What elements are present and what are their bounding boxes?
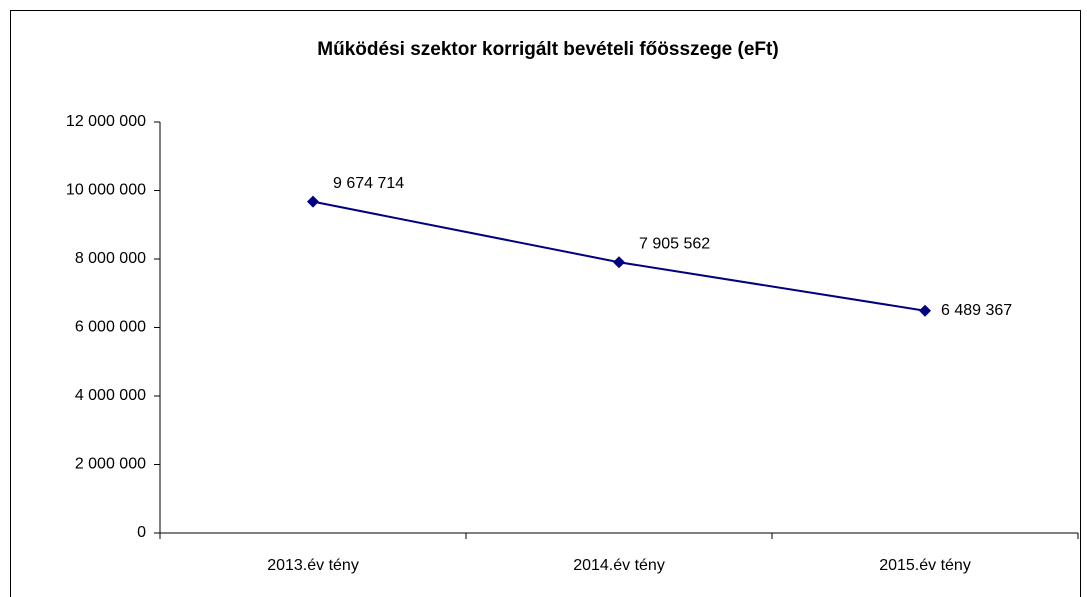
- y-tick-label: 12 000 000: [66, 113, 146, 130]
- x-tick-label: 2015.év tény: [879, 557, 971, 574]
- data-label: 6 489 367: [941, 302, 1012, 319]
- y-tick-label: 8 000 000: [75, 250, 146, 267]
- marker: [919, 304, 931, 317]
- x-tick-label: 2013.év tény: [267, 557, 359, 574]
- chart-border: [10, 10, 1081, 597]
- line: [312, 200, 926, 312]
- x-tick-label: 2014.év tény: [573, 557, 665, 574]
- y-tick-label: 0: [137, 524, 146, 541]
- y-tick-label: 6 000 000: [75, 319, 146, 336]
- data-label: 9 674 714: [333, 175, 404, 192]
- chart-title: Működési szektor korrigált bevételi főös…: [317, 39, 778, 60]
- marker: [613, 256, 625, 269]
- data-label: 7 905 562: [639, 235, 710, 252]
- y-tick-label: 2 000 000: [75, 456, 146, 473]
- marker: [307, 195, 319, 208]
- y-tick-label: 4 000 000: [75, 387, 146, 404]
- y-tick-label: 10 000 000: [66, 182, 146, 199]
